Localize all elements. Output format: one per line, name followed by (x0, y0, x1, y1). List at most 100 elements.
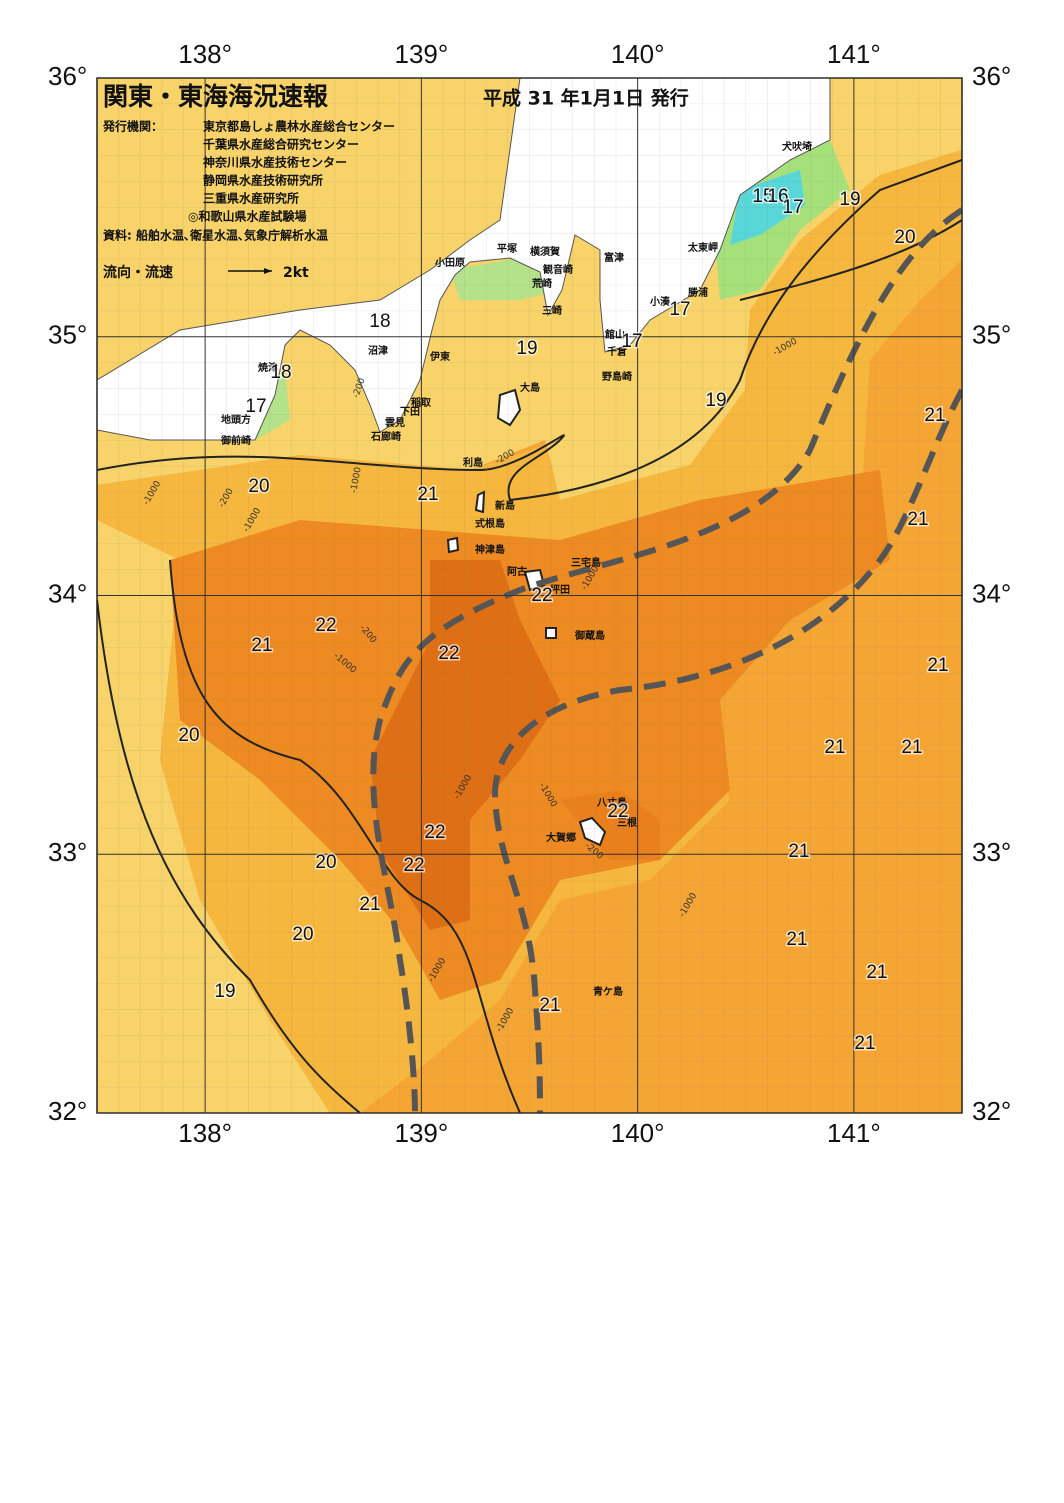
isotherm-label: 18 (270, 362, 291, 383)
place-name: 大島 (520, 381, 540, 394)
island-oshima (496, 388, 522, 427)
isotherm-label: 19 (516, 338, 537, 359)
island-mikura (545, 627, 557, 639)
x-tick-label: 139° (394, 1118, 448, 1148)
isotherm-label: 20 (315, 852, 336, 873)
place-name: 千倉 (607, 345, 628, 358)
place-name: 雲見 (385, 417, 405, 429)
x-tick-label: 139° (394, 39, 448, 69)
isotherm-label: 21 (251, 635, 272, 656)
isotherm-label: 17 (669, 299, 690, 320)
isotherm-label: 17 (782, 197, 803, 218)
isotherm-line (169, 559, 521, 1113)
x-tick-label: 141° (827, 1118, 881, 1148)
y-tick-label: 35° (972, 320, 1011, 350)
place-name: 地頭方 (221, 413, 251, 426)
x-tick-label: 138° (178, 39, 232, 69)
place-name: 神津島 (475, 543, 505, 556)
issuer: 千葉県水産総合研究センター (203, 137, 359, 152)
place-name: 三根 (617, 816, 637, 829)
isotherm-label: 21 (824, 737, 845, 758)
zone-core (370, 560, 560, 930)
place-name: 式根島 (475, 517, 505, 530)
place-name: 沼津 (368, 344, 388, 357)
isotherm-label: 20 (292, 924, 313, 945)
isotherm-line (97, 599, 361, 1113)
isotherm-label: 19 (705, 390, 726, 411)
isotherm-label: 18 (369, 311, 390, 332)
isotherm-label: 21 (927, 655, 948, 676)
issuer-label: 発行機関： (102, 119, 163, 134)
place-name: 富津 (604, 251, 624, 264)
place-name: 小田原 (434, 256, 465, 269)
issuer: 神奈川県水産技術センター (203, 155, 347, 170)
y-tick-label: 32° (972, 1096, 1011, 1126)
y-tick-label: 33° (972, 837, 1011, 867)
y-tick-label: 36° (48, 61, 87, 91)
isotherm-label: 21 (359, 894, 380, 915)
isotherm-line (739, 219, 962, 301)
place-name: 新島 (495, 499, 515, 512)
island-kozu (446, 536, 460, 554)
place-name: 坪田 (550, 583, 570, 596)
title: 関東・東海海況速報 (103, 82, 329, 111)
place-name: 稲取 (411, 396, 432, 409)
issuer: 静岡県水産技術研究所 (203, 173, 323, 188)
zone-cool-sw (97, 520, 330, 1113)
isotherm-label: 21 (786, 929, 807, 950)
place-name: 観音崎 (543, 263, 573, 276)
isotherm-label: 22 (315, 615, 336, 636)
y-tick-label: 34° (48, 578, 87, 608)
isotherm-label: 21 (539, 995, 560, 1016)
place-name: 小湊 (649, 295, 671, 308)
isotherm-label: 20 (248, 476, 269, 497)
place-name: 石廊崎 (370, 430, 401, 443)
place-name: 三崎 (542, 304, 562, 317)
issuer-list: 東京都島しょ農林水産総合センター千葉県水産総合研究センター神奈川県水産技術センタ… (188, 119, 395, 224)
isotherm-label: 22 (403, 855, 424, 876)
place-name: 青ケ島 (593, 985, 623, 998)
place-name: 下田 (400, 406, 420, 418)
place-name: 犬吠埼 (782, 140, 812, 153)
issuer: 東京都島しょ農林水産総合センター (203, 119, 395, 134)
place-name: 焼津 (258, 361, 278, 374)
place-name: 伊東 (429, 350, 450, 363)
place-name: 館山 (604, 328, 625, 341)
isotherm-label: 17 (245, 396, 266, 417)
isotherm-line (97, 159, 962, 502)
isotherm-label: 22 (424, 822, 445, 843)
legend-arrowhead (264, 268, 272, 274)
current-axis (491, 388, 962, 1113)
isotherm-label: 21 (907, 509, 928, 530)
graticule: 138° 138° 139° 139° 140° 140° 141° 141° 32° 32° 33… (48, 39, 1011, 1148)
place-name: 大賀郷 (546, 831, 576, 844)
isotherm-label: 22 (607, 801, 628, 822)
isotherm-label: 21 (924, 405, 945, 426)
x-tick-label: 140° (611, 39, 665, 69)
island-niijima (474, 490, 486, 514)
x-tick-label: 140° (611, 1118, 665, 1148)
place-name: 阿古 (507, 565, 527, 578)
isotherm-label: 22 (438, 643, 459, 664)
legend-scale: 2kt (283, 265, 309, 281)
place-name: 勝浦 (688, 286, 708, 299)
land (97, 78, 831, 441)
place-name: 平塚 (497, 242, 517, 255)
issue-date: 平成 31 年1月1日 発行 (483, 87, 689, 110)
place-name: 野島崎 (602, 370, 632, 383)
issuer: ◎和歌山県水産試験場 (188, 209, 306, 224)
place-name: 荒崎 (531, 277, 552, 290)
y-tick-label: 33° (48, 837, 87, 867)
isotherm-label: 19 (839, 189, 860, 210)
place-name: 利島 (463, 456, 483, 469)
island-hachijo (578, 816, 607, 847)
isotherm-lines (97, 159, 962, 1113)
isotherm-label: 21 (854, 1033, 875, 1054)
y-tick-label: 36° (972, 61, 1011, 91)
isotherm-label: 21 (417, 484, 438, 505)
isobath-label: -1000 (349, 466, 363, 494)
isotherm-label: 21 (901, 737, 922, 758)
